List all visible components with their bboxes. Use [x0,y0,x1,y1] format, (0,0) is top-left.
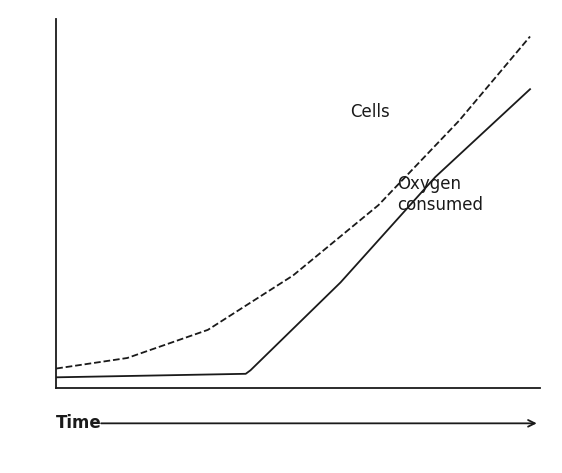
Text: Cells: Cells [350,103,389,121]
Text: Time: Time [56,414,102,432]
Text: Oxygen
consumed: Oxygen consumed [397,175,483,214]
